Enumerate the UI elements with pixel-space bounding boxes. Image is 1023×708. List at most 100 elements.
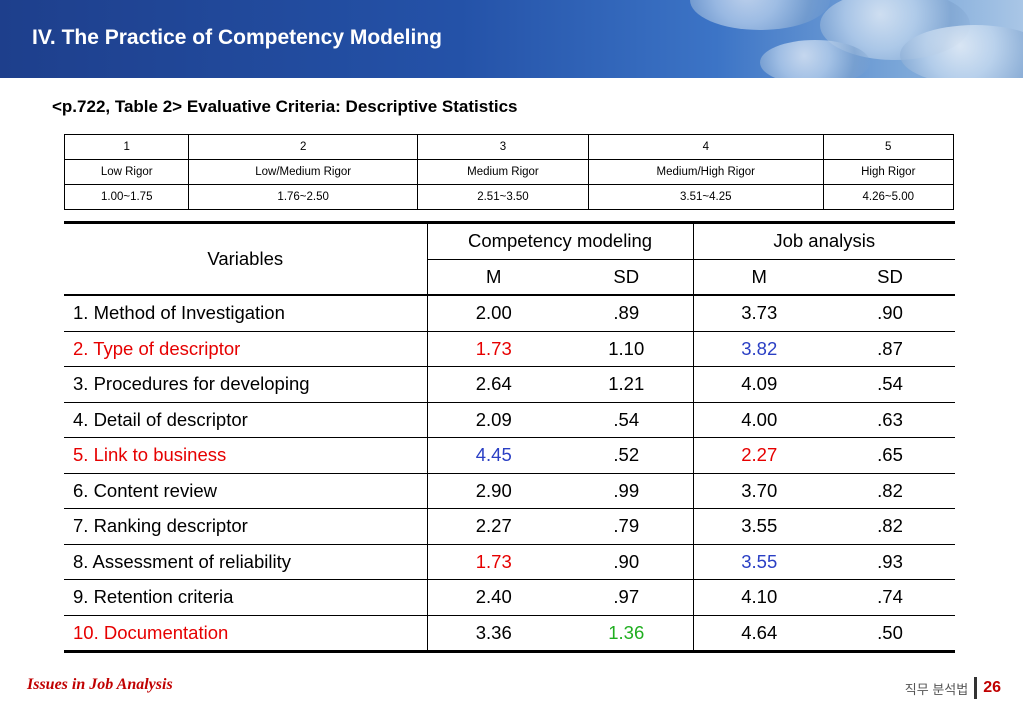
coin-decoration bbox=[690, 0, 830, 30]
ja-sd: .63 bbox=[825, 401, 955, 438]
table-row: 2. Type of descriptor 1.73 1.10 3.82 .87 bbox=[64, 330, 955, 367]
variable-name: 4. Detail of descriptor bbox=[64, 401, 428, 438]
table-cell: Low/Medium Rigor bbox=[188, 159, 418, 185]
ja-sd: .82 bbox=[825, 472, 955, 509]
table-header-row: M SD M SD bbox=[64, 258, 955, 296]
sd-header: SD bbox=[825, 258, 955, 296]
cm-mean: 2.90 bbox=[427, 472, 560, 509]
variable-name: 2. Type of descriptor bbox=[64, 330, 428, 367]
table-cell: 1 bbox=[63, 134, 190, 160]
table-header-row: Variables Competency modeling Job analys… bbox=[64, 222, 955, 296]
footer-korean-label: 직무 분석법 bbox=[904, 681, 969, 697]
variable-name: 3. Procedures for developing bbox=[64, 366, 428, 402]
cm-sd: 1.21 bbox=[560, 366, 694, 402]
ja-mean: 2.27 bbox=[693, 437, 825, 473]
cm-sd: .97 bbox=[560, 579, 694, 615]
table-cell: Medium Rigor bbox=[416, 159, 590, 185]
table-row: 1 2 3 4 5 bbox=[63, 134, 954, 160]
cm-mean: 2.64 bbox=[427, 366, 560, 402]
table-caption: <p.722, Table 2> Evaluative Criteria: De… bbox=[52, 97, 518, 116]
table-row: 5. Link to business 4.45 .52 2.27 .65 bbox=[64, 437, 955, 473]
variable-name: 8. Assessment of reliability bbox=[64, 543, 428, 580]
cm-mean: 2.27 bbox=[427, 508, 560, 544]
descriptive-statistics-table: Variables Competency modeling Job analys… bbox=[64, 221, 955, 653]
ja-sd: .82 bbox=[825, 508, 955, 544]
ja-sd: .54 bbox=[825, 366, 955, 402]
cm-mean: 4.45 bbox=[427, 437, 560, 473]
cm-mean: 3.36 bbox=[427, 614, 560, 652]
footer-course-title: Issues in Job Analysis bbox=[27, 676, 173, 693]
cm-mean: 2.00 bbox=[427, 294, 560, 331]
coin-decoration bbox=[900, 25, 1023, 78]
ja-sd: .87 bbox=[825, 330, 955, 367]
cm-sd: .99 bbox=[560, 472, 694, 509]
cm-sd: 1.36 bbox=[560, 614, 694, 652]
table-row: 3. Procedures for developing 2.64 1.21 4… bbox=[64, 366, 955, 402]
table-row: 7. Ranking descriptor 2.27 .79 3.55 .82 bbox=[64, 508, 955, 544]
cm-mean: 2.09 bbox=[427, 401, 560, 438]
ja-sd: .93 bbox=[825, 543, 955, 580]
table-cell: Medium/High Rigor bbox=[588, 159, 824, 185]
ja-mean: 3.73 bbox=[693, 294, 825, 331]
rigor-scale-table: 1 2 3 4 5 Low Rigor Low/Medium Rigor Med… bbox=[63, 134, 954, 210]
cm-sd: .52 bbox=[560, 437, 694, 473]
table-cell: 5 bbox=[822, 134, 954, 160]
cm-mean: 1.73 bbox=[427, 543, 560, 580]
ja-sd: .50 bbox=[825, 614, 955, 652]
m-header: M bbox=[693, 258, 825, 296]
cm-sd: .54 bbox=[560, 401, 694, 438]
slide-title: IV. The Practice of Competency Modeling bbox=[32, 26, 442, 49]
cm-sd: .90 bbox=[560, 543, 694, 580]
cm-sd: 1.10 bbox=[560, 330, 694, 367]
cm-mean: 1.73 bbox=[427, 330, 560, 367]
variable-name: 6. Content review bbox=[64, 472, 428, 509]
table-row: 1.00~1.75 1.76~2.50 2.51~3.50 3.51~4.25 … bbox=[63, 184, 954, 210]
table-row: 10. Documentation 3.36 1.36 4.64 .50 bbox=[64, 614, 955, 652]
m-header: M bbox=[427, 258, 560, 296]
header-banner: IV. The Practice of Competency Modeling bbox=[0, 0, 1023, 78]
table-cell: 3.51~4.25 bbox=[588, 184, 824, 210]
table-row: 6. Content review 2.90 .99 3.70 .82 bbox=[64, 472, 955, 509]
variable-name: 5. Link to business bbox=[64, 437, 428, 473]
variable-name: 7. Ranking descriptor bbox=[64, 508, 428, 544]
ja-mean: 3.55 bbox=[693, 543, 825, 580]
ja-mean: 4.09 bbox=[693, 366, 825, 402]
variables-header: Variables bbox=[64, 222, 428, 296]
ja-sd: .90 bbox=[825, 294, 955, 331]
page-number: 26 bbox=[983, 679, 1001, 696]
table-row: 9. Retention criteria 2.40 .97 4.10 .74 bbox=[64, 579, 955, 615]
table-cell: 3 bbox=[416, 134, 590, 160]
table-cell: 4 bbox=[588, 134, 824, 160]
coin-decoration bbox=[760, 40, 870, 78]
table-cell: 2.51~3.50 bbox=[416, 184, 590, 210]
footer-divider bbox=[974, 677, 978, 699]
table-cell: 2 bbox=[188, 134, 418, 160]
footer-page-info: 직무 분석법 26 bbox=[905, 677, 1001, 699]
table-row: Low Rigor Low/Medium Rigor Medium Rigor … bbox=[63, 159, 954, 185]
ja-mean: 3.70 bbox=[693, 472, 825, 509]
ja-sd: .74 bbox=[825, 579, 955, 615]
ja-mean: 4.10 bbox=[693, 579, 825, 615]
ja-sd: .65 bbox=[825, 437, 955, 473]
competency-modeling-header: Competency modeling bbox=[427, 222, 694, 259]
job-analysis-header: Job analysis bbox=[773, 230, 876, 252]
table-cell: 1.00~1.75 bbox=[63, 184, 190, 210]
variable-name: 9. Retention criteria bbox=[64, 579, 428, 615]
ja-mean: 3.55 bbox=[693, 508, 825, 544]
table-cell: Low Rigor bbox=[63, 159, 190, 185]
cm-mean: 2.40 bbox=[427, 579, 560, 615]
ja-mean: 4.00 bbox=[693, 401, 825, 438]
cm-sd: .79 bbox=[560, 508, 694, 544]
cm-sd: .89 bbox=[560, 294, 694, 331]
sd-header: SD bbox=[560, 258, 694, 296]
variable-name: 1. Method of Investigation bbox=[64, 294, 428, 331]
table-row: 8. Assessment of reliability 1.73 .90 3.… bbox=[64, 543, 955, 580]
table-cell: 4.26~5.00 bbox=[822, 184, 954, 210]
table-row: 4. Detail of descriptor 2.09 .54 4.00 .6… bbox=[64, 401, 955, 438]
table-row: 1. Method of Investigation 2.00 .89 3.73… bbox=[64, 294, 955, 331]
ja-mean: 4.64 bbox=[693, 614, 825, 652]
table-cell: High Rigor bbox=[822, 159, 954, 185]
table-cell: 1.76~2.50 bbox=[188, 184, 418, 210]
ja-mean: 3.82 bbox=[693, 330, 825, 367]
variable-name: 10. Documentation bbox=[64, 614, 428, 652]
